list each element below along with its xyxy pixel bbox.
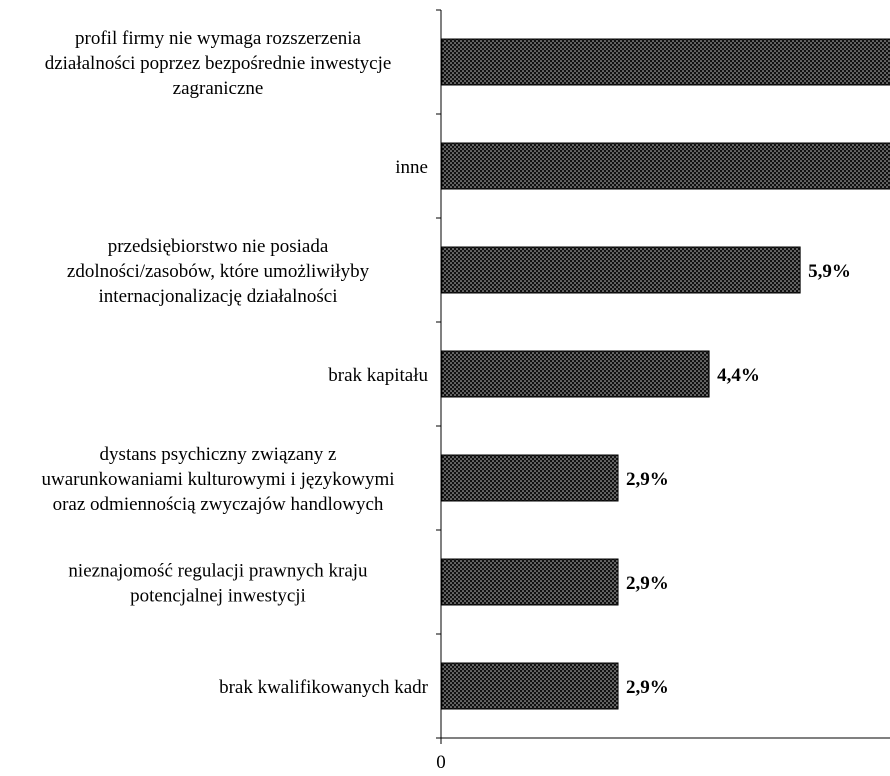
category-label-line: działalności poprzez bezpośrednie inwest…: [45, 53, 392, 74]
category-label: inne: [395, 157, 428, 178]
data-label: 2,9%: [626, 573, 669, 594]
bar: [441, 246, 801, 294]
category-label-line: dystans psychiczny związany z: [100, 444, 337, 465]
category-label-line: przedsiębiorstwo nie posiada: [108, 236, 329, 257]
category-label: przedsiębiorstwo nie posiada zdolności/za…: [67, 236, 370, 307]
category-label-line: brak kwalifikowanych kadr: [219, 677, 429, 698]
category-label-line: oraz odmiennością zwyczajów handlowych: [53, 494, 384, 515]
category-label-line: zagraniczne: [173, 78, 264, 99]
category-label: dystans psychiczny związany z uwarunkowan…: [41, 444, 394, 515]
category-label-line: potencjalnej inwestycji: [130, 586, 306, 607]
data-label: 5,9%: [808, 261, 851, 282]
bar: [441, 142, 890, 190]
bar: [441, 558, 619, 606]
category-label: profil firmy nie wymaga rozszerzenia dzia…: [45, 28, 392, 99]
category-label: brak kwalifikowanych kadr: [219, 677, 429, 698]
plot-area: 01020304050607061,8%profil firmy nie wym…: [41, 9, 890, 773]
category-label-line: inne: [395, 157, 428, 178]
category-label-line: zdolności/zasobów, które umożliwiłyby: [67, 261, 370, 282]
category-label: brak kapitału: [328, 365, 428, 386]
category-label: nieznajomość regulacji prawnych kraju pot…: [68, 561, 368, 607]
data-label: 2,9%: [626, 469, 669, 490]
bar: [441, 38, 890, 86]
bar: [441, 350, 710, 398]
data-label: 4,4%: [717, 365, 760, 386]
bar: [441, 662, 619, 710]
category-label-line: brak kapitału: [328, 365, 428, 386]
category-label-line: nieznajomość regulacji prawnych kraju: [68, 561, 368, 582]
data-label: 2,9%: [626, 677, 669, 698]
bar: [441, 454, 619, 502]
category-label-line: uwarunkowaniami kulturowymi i językowymi: [41, 469, 394, 490]
x-tick-label: 0: [436, 752, 446, 773]
category-label-line: internacjonalizację działalności: [99, 286, 338, 307]
category-label-line: profil firmy nie wymaga rozszerzenia: [75, 28, 361, 49]
